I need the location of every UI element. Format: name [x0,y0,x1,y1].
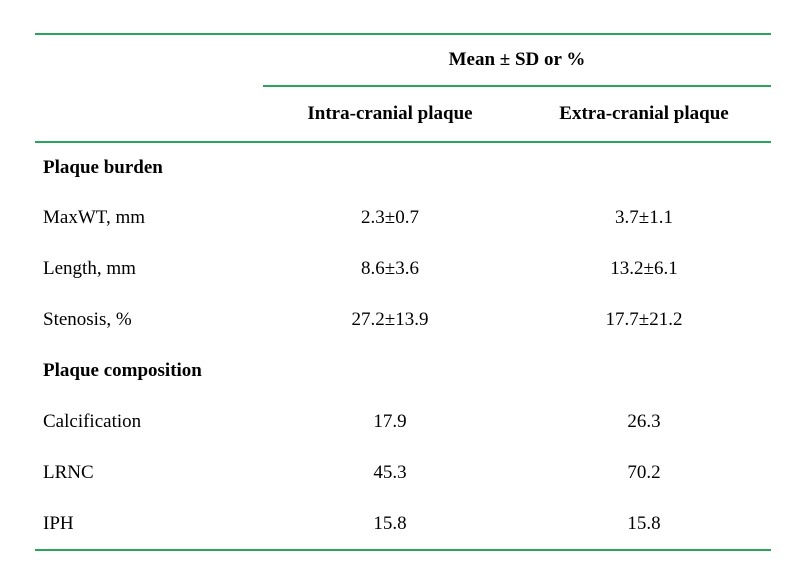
extra-value: 70.2 [627,462,661,484]
row-label: Calcification [43,411,142,433]
row-label: Length, mm [43,258,136,280]
table-row-section-plaque-composition: Plaque composition [35,346,771,397]
table-container: Mean ± SD or % Intra-cranial plaque Extr… [35,33,771,551]
group-header: Mean ± SD or % [263,34,771,87]
row-label: LRNC [43,462,94,484]
table-row-length: Length, mm 8.6±3.6 13.2±6.1 [35,244,771,295]
table-row-section-plaque-burden: Plaque burden [35,142,771,193]
extra-value: 26.3 [627,411,661,433]
column-header-intra-cranial: Intra-cranial plaque [263,86,517,143]
row-label: Stenosis, % [43,309,132,331]
extra-value: 15.8 [627,512,661,534]
section-label: Plaque burden [43,156,163,178]
intra-value: 8.6±3.6 [361,258,419,280]
intra-value: 2.3±0.7 [361,207,419,229]
table-row-lrnc: LRNC 45.3 70.2 [35,448,771,499]
table-row-maxwt: MaxWT, mm 2.3±0.7 3.7±1.1 [35,193,771,244]
empty-cell [517,346,771,397]
stub-cell [35,34,263,86]
empty-cell [517,142,771,193]
group-header-row: Mean ± SD or % [35,34,771,87]
empty-cell [263,346,517,397]
intra-value: 15.8 [373,512,407,534]
row-label: MaxWT, mm [43,207,146,229]
extra-value: 3.7±1.1 [615,207,673,229]
empty-cell [263,142,517,193]
plaque-comparison-table: Mean ± SD or % Intra-cranial plaque Extr… [35,33,771,551]
table-row-calcification: Calcification 17.9 26.3 [35,397,771,448]
section-label: Plaque composition [43,360,202,382]
column-header-row: Intra-cranial plaque Extra-cranial plaqu… [35,86,771,143]
table-row-iph: IPH 15.8 15.8 [35,499,771,550]
extra-value: 17.7±21.2 [605,309,683,331]
intra-value: 27.2±13.9 [351,309,429,331]
extra-value: 13.2±6.1 [610,258,678,280]
intra-value: 17.9 [373,411,407,433]
table-row-stenosis: Stenosis, % 27.2±13.9 17.7±21.2 [35,295,771,346]
column-header-extra-cranial: Extra-cranial plaque [517,86,771,143]
row-label: IPH [43,512,74,534]
intra-value: 45.3 [373,462,407,484]
stub-cell [35,86,263,143]
